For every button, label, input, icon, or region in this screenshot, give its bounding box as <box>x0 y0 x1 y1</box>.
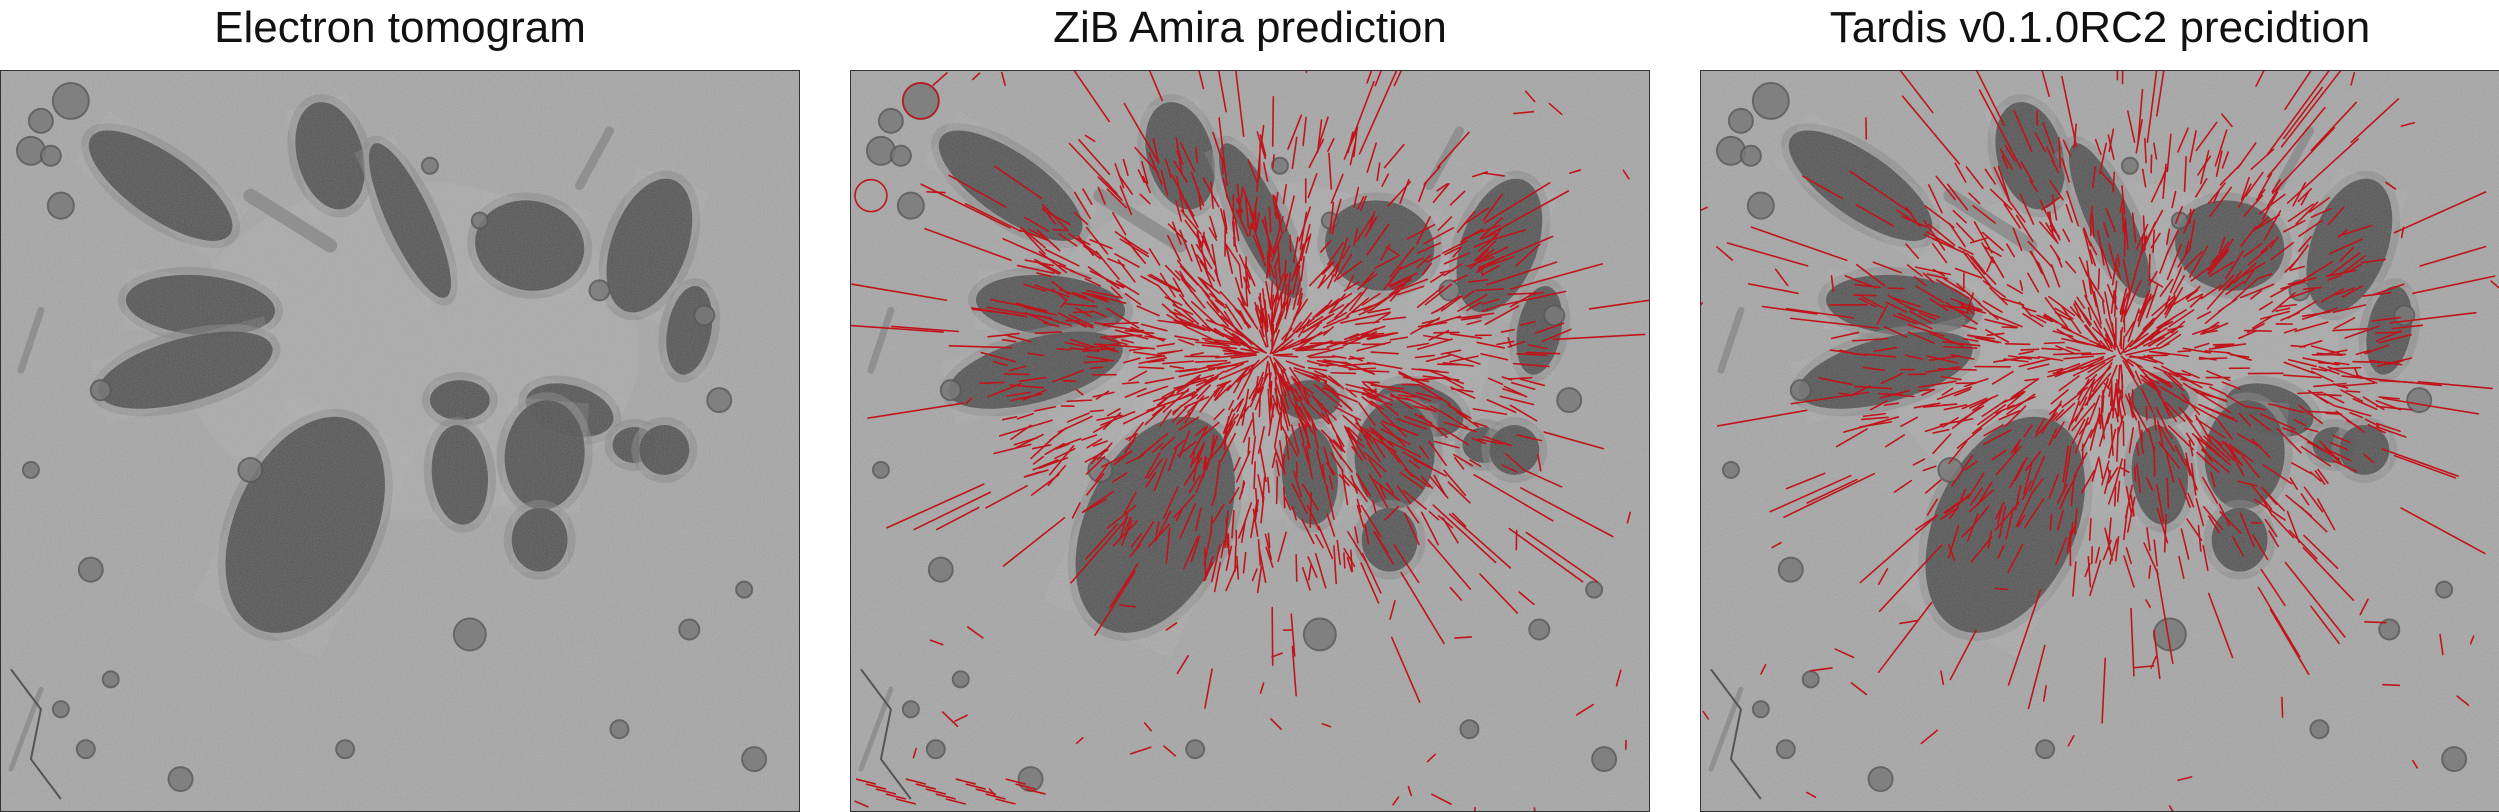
amira-prediction-image <box>850 70 1650 812</box>
panel-electron-tomogram: Electron tomogram <box>0 0 800 812</box>
tomogram-graphic <box>1 71 799 811</box>
panel-title: Tardis v0.1.0RC2 precidtion <box>1829 3 2371 52</box>
amira-prediction-graphic <box>851 71 1649 811</box>
panel-title: ZiB Amira prediction <box>1053 3 1447 52</box>
panel-tardis-prediction: Tardis v0.1.0RC2 precidtion <box>1700 0 2499 812</box>
tomogram-image <box>0 70 800 812</box>
panel-title: Electron tomogram <box>214 3 586 52</box>
panel-zib-amira-prediction: ZiB Amira prediction <box>850 0 1650 812</box>
tardis-prediction-graphic <box>1701 71 2499 811</box>
tardis-prediction-image <box>1700 70 2499 812</box>
